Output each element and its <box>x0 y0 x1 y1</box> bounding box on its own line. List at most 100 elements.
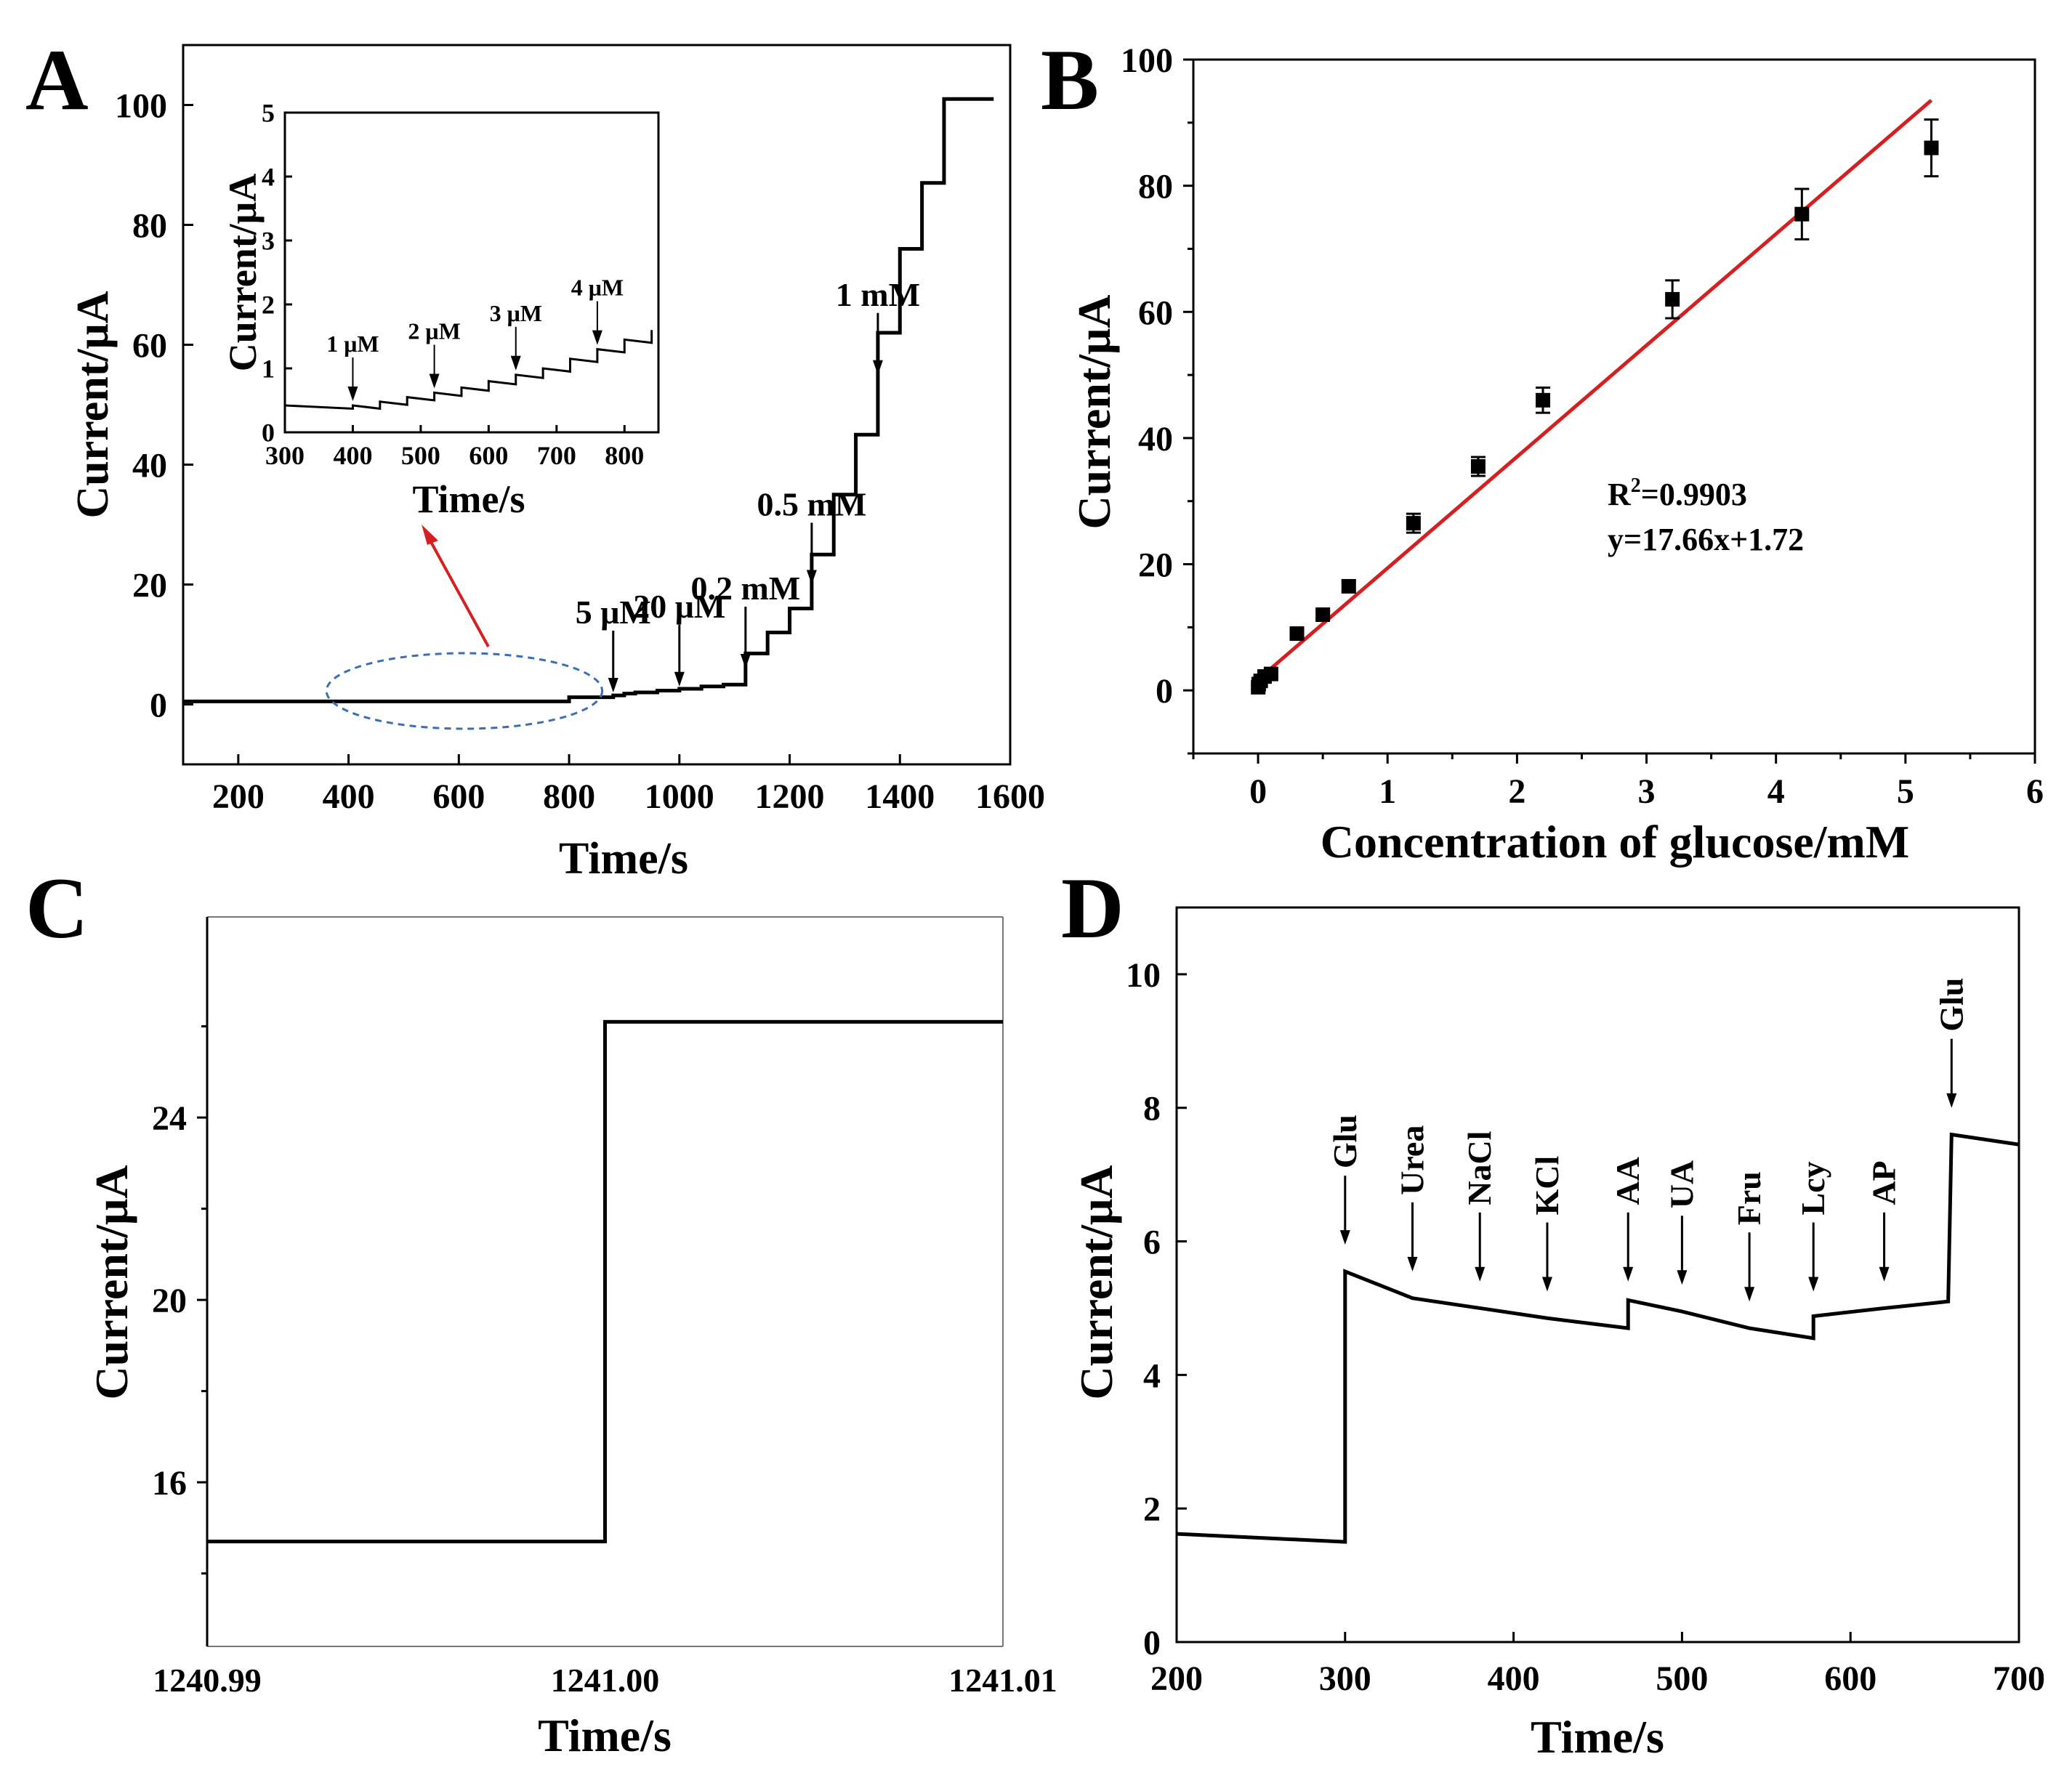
arrow-head <box>1623 1266 1634 1282</box>
data-point <box>1536 392 1551 408</box>
inset-x-axis: 300 400 500 600 700 800 <box>265 425 644 470</box>
y-tick-label: 20 <box>132 566 167 605</box>
panel-b-y-axis: 0 20 40 60 80 100 <box>1121 41 1193 755</box>
y-tick-label: 1 <box>262 355 275 384</box>
y-tick-label: 8 <box>1143 1090 1161 1128</box>
arrow-head <box>429 373 440 389</box>
panel-d-annotation-label: Lcy <box>1794 1161 1831 1215</box>
y-tick-label: 20 <box>152 1282 187 1320</box>
y-tick-label: 0 <box>262 419 275 448</box>
y-tick-label: 0 <box>150 686 167 724</box>
panel-b-x-axis: 0 1 2 3 4 5 6 <box>1192 753 2044 811</box>
x-tick-label: 1240.99 <box>153 1662 262 1699</box>
x-tick-label: 400 <box>323 777 375 816</box>
arrow-head <box>1744 1287 1755 1302</box>
panel-d-annotation-label: Urea <box>1394 1125 1431 1195</box>
y-tick-label: 0 <box>1143 1624 1161 1662</box>
data-point <box>1924 140 1939 155</box>
y-tick-label: 10 <box>1126 956 1161 995</box>
panel-c-current-trace <box>207 1019 1003 1544</box>
panel-c-letter: C <box>25 860 89 956</box>
data-point <box>1794 206 1810 222</box>
arrow-head <box>1677 1270 1688 1285</box>
y-tick-label: 40 <box>1138 420 1173 458</box>
panel-d-letter: D <box>1061 860 1124 956</box>
x-tick-label: 600 <box>432 777 485 816</box>
panel-b-r-squared: R2=0.9903 <box>1608 474 1747 512</box>
arrow-head <box>872 360 883 375</box>
arrow-head <box>806 570 817 585</box>
arrow-head <box>608 678 618 692</box>
panel-b-axes <box>1192 58 2036 755</box>
panel-d-annotation-label: Glu <box>1326 1115 1363 1168</box>
arrow-head <box>1475 1266 1486 1282</box>
panel-d-annotation-label: UA <box>1663 1160 1700 1208</box>
y-tick-label: 2 <box>262 291 275 320</box>
inset-x-label: Time/s <box>412 477 525 521</box>
panel-a-axes <box>182 44 1012 766</box>
x-tick-label: 200 <box>1150 1659 1203 1698</box>
x-tick-label: 300 <box>1319 1659 1371 1698</box>
y-tick-label: 100 <box>1121 41 1173 80</box>
panel-c-y-label: Current/μA <box>86 1165 137 1399</box>
panel-b-fit-line <box>1257 99 1933 682</box>
x-tick-label: 500 <box>401 441 440 470</box>
panel-a-y-label: Current/μA <box>68 291 118 518</box>
x-tick-label: 2 <box>1508 772 1525 811</box>
y-tick-label: 2 <box>1143 1490 1161 1529</box>
x-tick-label: 700 <box>537 441 576 470</box>
inset-annotation-label: 4 μM <box>571 275 624 301</box>
panel-c: C 1240.99 1241.00 1241.01 16 20 24 Time/s Cu… <box>25 860 1057 1761</box>
x-tick-label: 1 <box>1379 772 1396 811</box>
x-tick-label: 1200 <box>755 777 825 816</box>
panel-a-letter: A <box>25 31 89 128</box>
y-tick-label: 5 <box>262 99 275 128</box>
x-tick-label: 500 <box>1656 1659 1708 1698</box>
inset-annotation-label: 1 μM <box>326 331 379 357</box>
panel-d-y-axis: 0 2 4 6 8 10 <box>1126 956 1187 1662</box>
arrow-head <box>674 671 685 687</box>
inset-annotation-label: 2 μM <box>408 318 460 344</box>
inset-y-axis: 0 1 2 3 4 5 <box>262 99 292 448</box>
y-tick-label: 80 <box>1138 168 1173 206</box>
panel-b-equation: y=17.66x+1.72 <box>1608 522 1804 557</box>
y-tick-label: 20 <box>1138 546 1173 585</box>
panel-a-inset-pointer-head <box>422 525 438 545</box>
x-tick-label: 800 <box>605 441 644 470</box>
arrow-head <box>347 387 358 402</box>
y-tick-label: 0 <box>1156 672 1173 711</box>
panel-d-y-label: Current/μA <box>1071 1165 1122 1399</box>
x-tick-label: 0 <box>1249 772 1267 811</box>
x-tick-label: 1241.01 <box>948 1662 1057 1699</box>
y-tick-label: 80 <box>132 206 167 245</box>
panel-d-x-label: Time/s <box>1531 1711 1664 1763</box>
panel-a-x-label: Time/s <box>559 834 688 884</box>
panel-a-annotation-label: 0.2 mM <box>690 570 800 607</box>
panel-b-letter: B <box>1041 31 1099 128</box>
panel-a-x-axis: 200 400 600 800 1000 1200 1400 1600 <box>212 754 1045 816</box>
arrow-head <box>1946 1093 1957 1108</box>
arrow-head <box>1339 1230 1350 1245</box>
data-point <box>1406 516 1421 531</box>
x-tick-label: 3 <box>1638 772 1656 811</box>
x-tick-label: 300 <box>265 441 305 470</box>
y-tick-label: 60 <box>1138 294 1173 332</box>
panel-a-annotation-label: 20 μM <box>633 588 725 625</box>
panel-d-annotation-label: AP <box>1866 1160 1903 1205</box>
x-tick-label: 400 <box>333 441 372 470</box>
y-tick-label: 100 <box>115 86 167 125</box>
data-point <box>1470 458 1486 474</box>
panel-b-x-label: Concentration of glucose/mM <box>1321 816 1910 868</box>
panel-c-y-axis: 16 20 24 <box>152 1025 207 1575</box>
y-tick-label: 60 <box>132 326 167 365</box>
x-tick-label: 700 <box>1993 1659 2045 1698</box>
panel-b-y-label: Current/μA <box>1068 294 1120 529</box>
x-tick-label: 4 <box>1767 772 1785 811</box>
x-tick-label: 200 <box>212 777 265 816</box>
panel-d: D 200 300 400 500 600 700 0 2 4 6 8 10 Glu Urea NaCl… <box>1061 860 2045 1763</box>
inset-annotation-label: 3 μM <box>490 300 542 326</box>
y-tick-label: 16 <box>152 1464 187 1503</box>
panel-b-r-squared-prefix: R <box>1608 477 1632 512</box>
